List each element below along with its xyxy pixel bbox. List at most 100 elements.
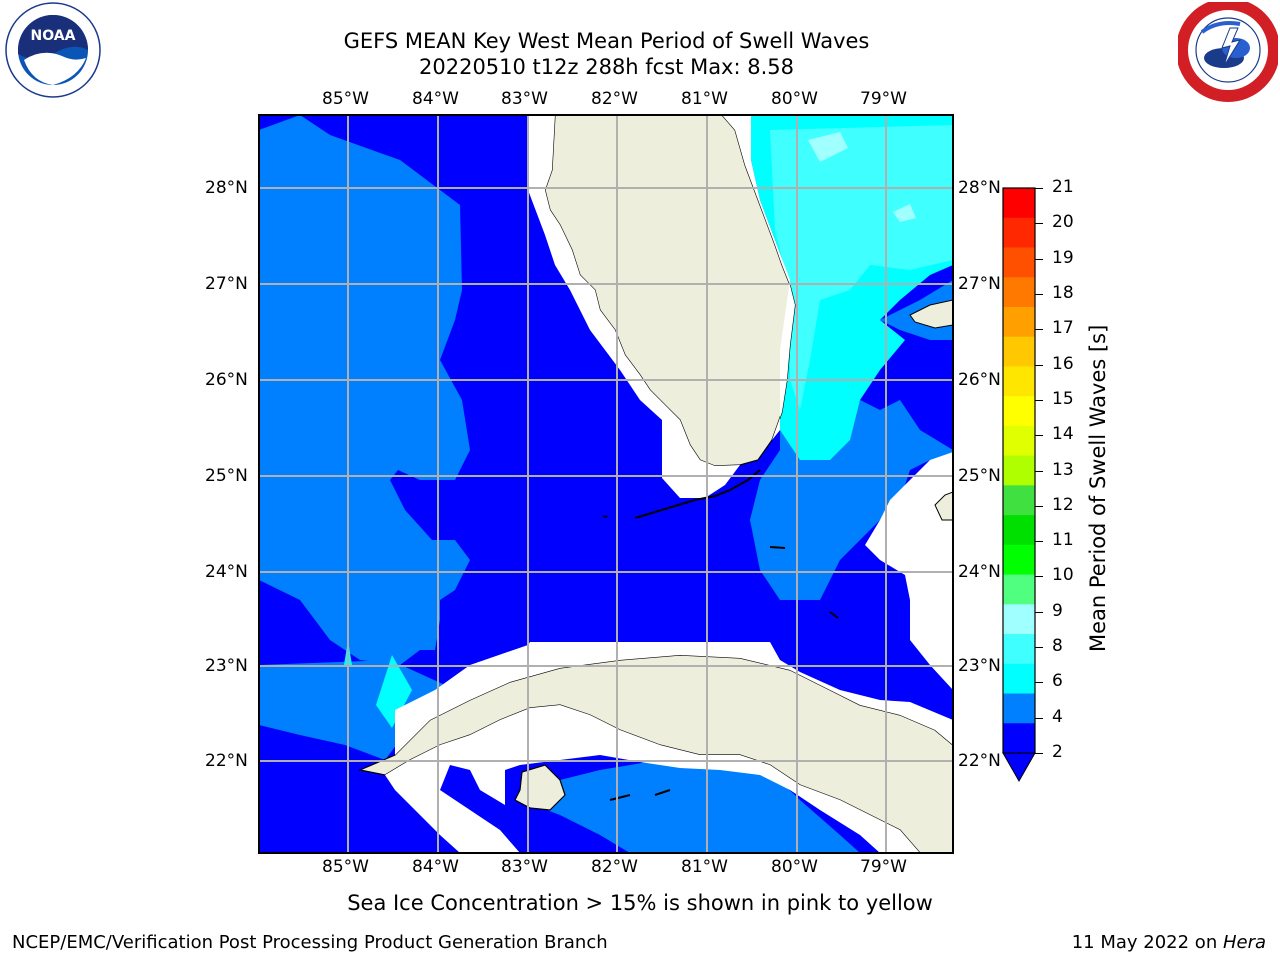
swell-field-6-8-gulf-patch xyxy=(376,655,412,728)
colorbar-tick-mark xyxy=(1035,541,1043,543)
lon-tick-bottom-82w: 82°W xyxy=(591,857,638,877)
colorbar-tick-label: 8 xyxy=(1052,636,1063,657)
colorbar-tick-mark xyxy=(1035,505,1043,507)
lon-tick-top-81w: 81°W xyxy=(681,89,728,109)
lat-tick-right-22n: 22°N xyxy=(958,751,1001,771)
colorbar-tick-mark xyxy=(1035,364,1043,366)
colorbar-segment xyxy=(1003,455,1035,486)
lon-tick-top-79w: 79°W xyxy=(860,89,907,109)
map-plot-area xyxy=(259,115,953,853)
lat-tick-right-25n: 25°N xyxy=(958,466,1001,486)
colorbar-extend-triangle xyxy=(1002,752,1036,783)
lat-tick-left-24n: 24°N xyxy=(205,562,248,582)
colorbar-segment xyxy=(1003,604,1035,635)
chart-title-line1: GEFS MEAN Key West Mean Period of Swell … xyxy=(343,29,870,53)
lon-tick-bottom-79w: 79°W xyxy=(860,857,907,877)
colorbar-tick-mark xyxy=(1035,753,1043,754)
colorbar-tick-mark xyxy=(1035,399,1043,401)
swell-field-4-6-south xyxy=(520,760,860,853)
land-cays-south xyxy=(609,546,839,801)
colorbar-segment xyxy=(1003,396,1035,427)
footer-date: 11 May 2022 on Hera xyxy=(1072,932,1266,953)
lat-tick-left-28n: 28°N xyxy=(205,178,248,198)
land-bahamas-andros xyxy=(934,491,953,521)
swell-field-9-10-patch-2 xyxy=(893,204,916,222)
colorbar-tick-mark xyxy=(1035,293,1043,295)
colorbar-segment xyxy=(1003,277,1035,308)
lon-tick-top-82w: 82°W xyxy=(591,89,638,109)
colorbar-segment xyxy=(1003,247,1035,278)
colorbar-tick-label: 4 xyxy=(1052,706,1063,727)
lat-tick-left-26n: 26°N xyxy=(205,370,248,390)
lon-tick-bottom-80w: 80°W xyxy=(771,857,818,877)
colorbar-tick-label: 15 xyxy=(1052,388,1074,409)
colorbar-tick-label: 21 xyxy=(1052,177,1074,197)
colorbar-segment xyxy=(1003,217,1035,248)
colorbar-title: Mean Period of Swell Waves [s] xyxy=(1086,324,1110,652)
colorbar-tick-label: 2 xyxy=(1052,742,1063,762)
colorbar-segment xyxy=(1003,663,1035,695)
colorbar-tick-mark xyxy=(1035,576,1043,578)
colorbar-segment xyxy=(1003,425,1035,457)
lon-tick-top-80w: 80°W xyxy=(771,89,818,109)
lon-tick-top-83w: 83°W xyxy=(501,89,548,109)
colorbar-segment xyxy=(1003,366,1035,397)
colorbar-tick-label: 16 xyxy=(1052,353,1074,374)
lon-tick-top-85w: 85°W xyxy=(322,89,369,109)
colorbar-tick-label: 10 xyxy=(1052,565,1074,586)
lat-tick-right-27n: 27°N xyxy=(958,274,1001,294)
colorbar-tick-mark xyxy=(1035,470,1043,472)
land-florida-keys xyxy=(634,469,761,519)
lat-tick-right-26n: 26°N xyxy=(958,370,1001,390)
no-data-cuba-south xyxy=(385,705,920,853)
colorbar-tick-label: 11 xyxy=(1052,530,1074,551)
colorbar-segment xyxy=(1003,515,1035,546)
colorbar-tick-label: 17 xyxy=(1052,318,1074,339)
colorbar-tick-mark xyxy=(1035,329,1043,331)
colorbar-segment xyxy=(1003,306,1035,338)
colorbar-tick-label: 12 xyxy=(1052,494,1074,515)
colorbar-tick-label: 14 xyxy=(1052,424,1074,445)
lat-tick-left-23n: 23°N xyxy=(205,656,248,676)
lon-tick-top-84w: 84°W xyxy=(412,89,459,109)
sea-ice-note: Sea Ice Concentration > 15% is shown in … xyxy=(347,891,933,915)
map-grid xyxy=(259,115,953,853)
map-frame xyxy=(258,114,954,854)
colorbar-tick-mark xyxy=(1035,682,1043,684)
swell-field-9-10-patch xyxy=(808,132,848,162)
lat-tick-left-27n: 27°N xyxy=(205,274,248,294)
footer-producer: NCEP/EMC/Verification Post Processing Pr… xyxy=(12,932,608,953)
land-dry-tortugas xyxy=(602,515,608,518)
footer-machine: Hera xyxy=(1222,932,1266,953)
colorbar-segment xyxy=(1003,485,1035,516)
colorbar-tick-mark xyxy=(1035,223,1043,225)
colorbar-segment xyxy=(1003,634,1035,665)
colorbar-tick-mark xyxy=(1035,188,1043,189)
lon-tick-bottom-83w: 83°W xyxy=(501,857,548,877)
colorbar-segment xyxy=(1003,574,1035,605)
lat-tick-right-28n: 28°N xyxy=(958,178,1001,198)
colorbar xyxy=(1002,187,1036,783)
colorbar-tick-mark xyxy=(1035,611,1043,613)
colorbar-tick-label: 13 xyxy=(1052,459,1074,480)
chart-title-line2: 20220510 t12z 288h fcst Max: 8.58 xyxy=(419,55,794,79)
colorbar-tick-mark xyxy=(1035,258,1043,260)
national-weather-service-logo-icon xyxy=(1178,2,1278,102)
lat-tick-left-25n: 25°N xyxy=(205,466,248,486)
footer-date-text: 11 May 2022 on xyxy=(1071,932,1223,953)
lat-tick-right-24n: 24°N xyxy=(958,562,1001,582)
colorbar-tick-label: 9 xyxy=(1052,600,1063,621)
noaa-logo-text: NOAA xyxy=(31,28,76,44)
swell-field-8-9-atlantic xyxy=(770,125,953,410)
colorbar-tick-label: 19 xyxy=(1052,247,1074,268)
lat-tick-left-22n: 22°N xyxy=(205,751,248,771)
colorbar-tick-label: 20 xyxy=(1052,212,1074,233)
colorbar-segment xyxy=(1003,723,1035,754)
colorbar-segment xyxy=(1003,188,1035,219)
colorbar-segment xyxy=(1003,336,1035,367)
colorbar-segments xyxy=(1003,188,1035,754)
colorbar-tick-label: 18 xyxy=(1052,282,1074,303)
noaa-logo-icon: NOAA xyxy=(5,2,101,98)
colorbar-tick-label: 6 xyxy=(1052,671,1063,692)
land-bahamas-north xyxy=(909,299,953,329)
